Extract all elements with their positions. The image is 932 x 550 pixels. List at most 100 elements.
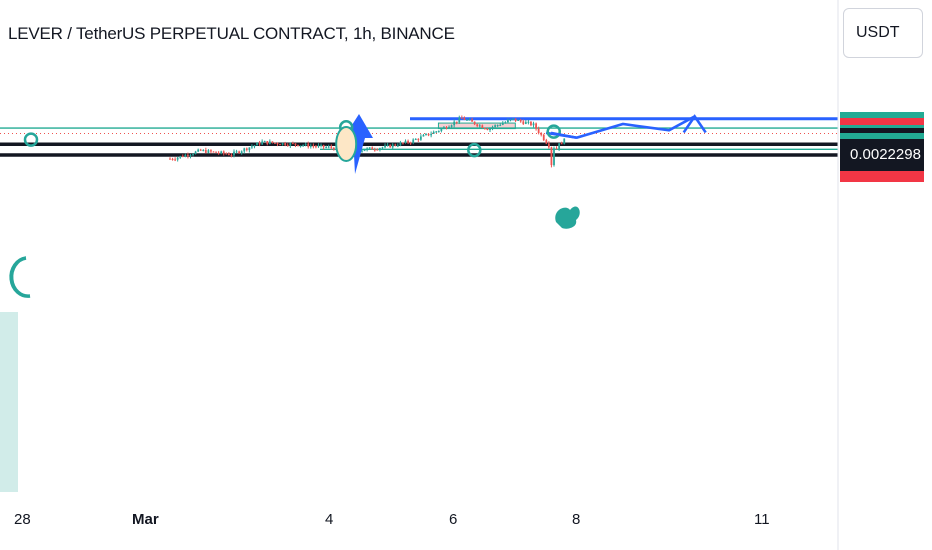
time-tick-label: 8 — [572, 511, 581, 528]
candle-body — [450, 125, 453, 127]
candle-body — [504, 122, 507, 124]
horizontal-levels — [0, 0, 839, 550]
candle-body — [215, 151, 217, 153]
background-zones — [0, 122, 516, 492]
candle-body — [407, 140, 409, 143]
candle-body — [332, 147, 335, 150]
candle-body — [171, 158, 174, 160]
candle-body — [179, 156, 182, 158]
candle-body — [256, 142, 258, 146]
marker-icon — [546, 124, 561, 139]
candle-body — [320, 144, 322, 146]
candle-body — [396, 145, 399, 147]
candle-body — [194, 151, 197, 155]
candle-body — [402, 142, 404, 144]
candle-body — [394, 144, 397, 146]
candle-body — [187, 154, 189, 157]
candle-body — [545, 140, 548, 144]
candle-body — [322, 144, 325, 148]
candle-body — [248, 147, 251, 151]
candle-body — [368, 147, 371, 149]
candle-body — [547, 143, 550, 148]
candle-body — [522, 121, 525, 124]
candle-body — [530, 121, 532, 126]
candle-body — [540, 132, 543, 135]
candle-body — [258, 142, 261, 145]
candle-body — [414, 139, 417, 141]
candle-body — [281, 143, 284, 145]
price-tag: 0.0022298 — [840, 139, 924, 171]
candle-body — [512, 118, 514, 120]
candle-body — [379, 148, 381, 150]
candle-body — [238, 151, 241, 154]
candle-body — [532, 123, 535, 126]
candle-body — [499, 124, 502, 126]
currency-selector[interactable]: USDT — [843, 8, 923, 58]
time-tick-label: 11 — [754, 511, 770, 528]
candle-body — [274, 142, 276, 144]
candle-body — [483, 128, 486, 130]
candle-body — [202, 150, 205, 152]
candle-body — [391, 144, 394, 148]
candle-body — [553, 148, 555, 166]
time-tick-label: 6 — [449, 511, 458, 528]
cloud-icon — [555, 206, 580, 229]
candle-body — [207, 150, 210, 153]
candle-body — [453, 121, 456, 126]
candle-body — [432, 131, 435, 134]
projection-arrowhead — [682, 114, 707, 134]
candle-body — [294, 143, 297, 145]
candle-body — [240, 151, 243, 154]
candle-body — [389, 144, 392, 148]
candle-body — [448, 126, 450, 129]
candle-body — [309, 145, 312, 147]
candle-body — [225, 153, 228, 155]
candle-body — [266, 141, 269, 144]
candle-body — [412, 139, 415, 143]
time-tick-label: Mar — [132, 511, 159, 528]
candle-body — [253, 145, 256, 147]
candle-body — [312, 145, 315, 147]
time-tick-label: 28 — [14, 511, 31, 528]
candle-body — [527, 121, 530, 123]
candle-body — [263, 141, 266, 143]
candle-body — [230, 155, 233, 157]
candle-body — [176, 157, 179, 160]
candle-body — [468, 119, 471, 121]
candle-body — [419, 136, 422, 140]
candle-body — [435, 131, 438, 133]
candle-body — [235, 151, 238, 153]
candlestick-series — [169, 115, 566, 168]
candle-body — [455, 121, 458, 123]
candle-body — [550, 147, 553, 166]
candle-body — [514, 118, 517, 121]
candle-body — [471, 119, 473, 122]
candle-body — [555, 148, 558, 150]
candle-body — [440, 128, 443, 131]
left-zone — [0, 312, 18, 492]
price-tag-label: 0.0022298 — [850, 146, 921, 163]
candle-body — [535, 123, 537, 129]
candle-body — [463, 117, 466, 120]
candle-body — [268, 141, 271, 144]
candle-body — [210, 150, 212, 152]
candle-body — [327, 146, 330, 148]
candle-body — [466, 119, 468, 121]
candle-body — [325, 147, 328, 149]
candle-body — [299, 145, 302, 147]
candle-body — [496, 125, 499, 127]
candle-body — [524, 122, 527, 124]
candle-body — [227, 153, 230, 156]
candle-body — [443, 127, 445, 129]
candle-body — [289, 143, 292, 146]
candle-body — [220, 151, 223, 154]
candle-body — [404, 140, 407, 143]
candle-body — [476, 124, 479, 127]
candle-body — [245, 148, 248, 151]
candle-body — [386, 144, 389, 146]
candle-body — [286, 145, 289, 147]
candle-body — [169, 158, 171, 160]
highlight-circle — [335, 125, 358, 162]
candle-body — [489, 127, 491, 131]
